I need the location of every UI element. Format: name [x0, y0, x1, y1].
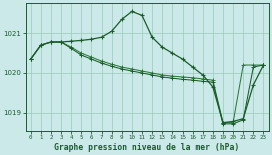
X-axis label: Graphe pression niveau de la mer (hPa): Graphe pression niveau de la mer (hPa) — [54, 143, 240, 152]
